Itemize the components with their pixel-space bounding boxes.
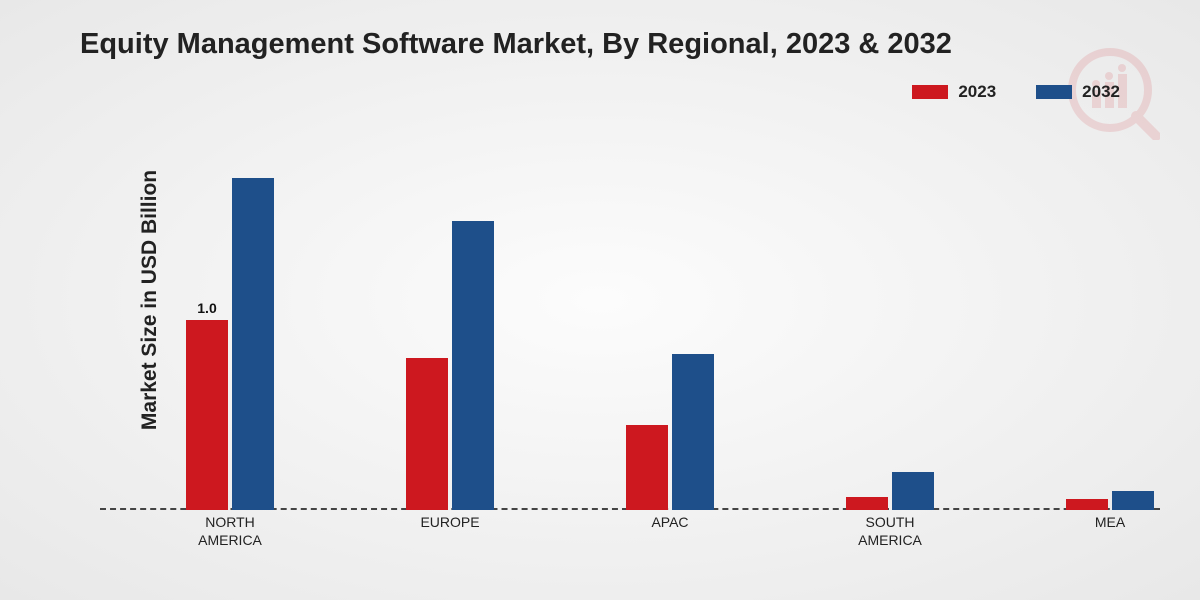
bar	[406, 358, 448, 510]
plot-area: 1.0	[100, 130, 1160, 510]
bar	[452, 221, 494, 510]
legend-item-2023: 2023	[912, 82, 996, 102]
bar-group	[626, 354, 714, 510]
bar-group: 1.0	[186, 178, 274, 511]
bar	[1066, 499, 1108, 510]
bar-group	[406, 221, 494, 510]
x-axis-tick-label: SOUTH AMERICA	[858, 514, 922, 549]
bar-group	[1066, 491, 1154, 510]
x-axis-tick-label: EUROPE	[420, 514, 479, 532]
legend-item-2032: 2032	[1036, 82, 1120, 102]
chart-title: Equity Management Software Market, By Re…	[80, 28, 952, 61]
legend-swatch-2023	[912, 85, 948, 99]
x-axis-tick-label: MEA	[1095, 514, 1125, 532]
bar-value-label: 1.0	[197, 300, 216, 316]
bar	[626, 425, 668, 511]
bar	[672, 354, 714, 510]
legend: 2023 2032	[912, 82, 1120, 102]
x-axis-tick-label: APAC	[651, 514, 688, 532]
bar-group	[846, 472, 934, 510]
x-axis-labels: NORTH AMERICA EUROPE APAC SOUTH AMERICA MEA	[100, 514, 1160, 564]
bar	[846, 497, 888, 510]
legend-label-2023: 2023	[958, 82, 996, 102]
x-axis-tick-label: NORTH AMERICA	[198, 514, 262, 549]
bar	[1112, 491, 1154, 510]
bar: 1.0	[186, 320, 228, 510]
bar	[232, 178, 274, 511]
bar	[892, 472, 934, 510]
legend-label-2032: 2032	[1082, 82, 1120, 102]
legend-swatch-2032	[1036, 85, 1072, 99]
